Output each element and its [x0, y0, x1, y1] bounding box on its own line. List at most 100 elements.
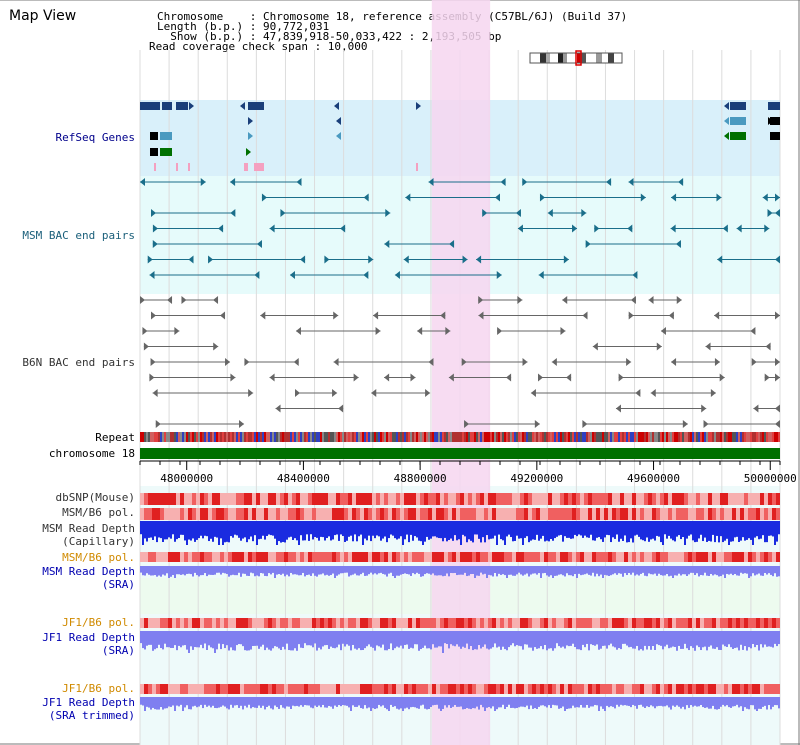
jf1-b6-pol-strip-2: [240, 684, 244, 694]
jf1-trimmed-depth-bar: [302, 697, 304, 707]
jf1-b6-pol-strip: [204, 618, 208, 628]
jf1-b6-pol-strip-2: [332, 684, 336, 694]
msm-sra-depth-bar: [476, 566, 478, 576]
msm-b6-pol-strip: [764, 508, 768, 520]
dbsnp-strip: [700, 493, 704, 505]
refseq-gene: [160, 148, 172, 156]
repeat-segment: [472, 432, 474, 442]
repeat-segment: [282, 432, 284, 442]
jf1-trimmed-depth-bar: [266, 697, 268, 707]
track-label-chromosome[interactable]: chromosome 18: [48, 447, 135, 460]
jf1-sra-depth-bar: [244, 631, 246, 651]
jf1-trimmed-depth-bar: [190, 697, 192, 710]
msm-b6-pol-strip: [380, 508, 384, 520]
msm-b6-pol-strip-2: [352, 552, 356, 562]
jf1-b6-pol-strip: [396, 618, 400, 628]
jf1-trimmed-depth-bar: [730, 697, 732, 708]
repeat-segment: [568, 432, 570, 442]
jf1-trimmed-depth-bar: [186, 697, 188, 706]
msm-sra-depth-bar: [516, 566, 518, 575]
ideogram-band: [540, 53, 546, 63]
jf1-trimmed-depth-bar: [256, 697, 258, 708]
jf1-sra-depth-bar: [662, 631, 664, 650]
repeat-segment: [486, 432, 488, 442]
track-label-repeat[interactable]: Repeat: [95, 431, 135, 444]
b6n-bac-pair-end: [371, 389, 377, 397]
jf1-sra-depth-bar: [246, 631, 248, 651]
b6n-bac-pair-end: [448, 373, 454, 382]
msm-sra-depth-bar: [690, 566, 692, 573]
track-label-dbsnp[interactable]: dbSNP(Mouse): [55, 491, 135, 504]
msm-capillary-depth-bar: [358, 521, 360, 537]
msm-sra-depth-bar: [572, 566, 574, 577]
jf1-sra-depth-bar: [642, 631, 644, 651]
refseq-gene-fragment: [254, 163, 264, 171]
jf1-sra-depth-bar: [400, 631, 402, 646]
track-label-msm-depth-capillary[interactable]: MSM Read Depth: [42, 522, 135, 535]
msm-sra-depth-bar: [302, 566, 304, 573]
msm-sra-depth-bar: [186, 566, 188, 574]
track-label-b6n-bac[interactable]: B6N BAC end pairs: [22, 356, 135, 369]
jf1-b6-pol-strip: [452, 618, 456, 628]
jf1-trimmed-depth-bar: [402, 697, 404, 711]
msm-sra-depth-bar: [428, 566, 430, 574]
msm-b6-pol-strip-2: [508, 552, 512, 562]
track-label-msm-b6-pol-2[interactable]: MSM/B6 pol.: [62, 551, 135, 564]
msm-b6-pol-strip-2: [720, 552, 724, 562]
track-label-msm-b6-pol-1[interactable]: MSM/B6 pol.: [62, 506, 135, 519]
jf1-trimmed-depth-bar: [240, 697, 242, 706]
msm-capillary-depth-bar: [420, 521, 422, 542]
track-label-jf1-b6-pol-2[interactable]: JF1/B6 pol.: [62, 682, 135, 695]
jf1-sra-depth-bar: [498, 631, 500, 647]
jf1-b6-pol-strip-2: [500, 684, 504, 694]
repeat-segment: [286, 432, 288, 442]
track-label-jf1-depth-sra[interactable]: JF1 Read Depth: [42, 631, 135, 644]
jf1-trimmed-depth-bar: [264, 697, 266, 710]
jf1-sra-depth-bar: [738, 631, 740, 651]
msm-b6-pol-strip: [688, 508, 692, 520]
track-label-jf1-depth-trimmed[interactable]: JF1 Read Depth: [42, 696, 135, 709]
msm-capillary-depth-bar: [194, 521, 196, 542]
msm-sra-depth-bar: [538, 566, 540, 574]
msm-sra-depth-bar: [364, 566, 366, 576]
jf1-sra-depth-bar: [194, 631, 196, 648]
dbsnp-strip: [516, 493, 520, 505]
jf1-b6-pol-strip: [160, 618, 164, 628]
msm-capillary-depth-bar: [618, 521, 620, 542]
msm-capillary-depth-bar: [740, 521, 742, 541]
msm-capillary-depth-bar: [408, 521, 410, 543]
dbsnp-strip: [320, 493, 324, 505]
jf1-sra-depth-bar: [366, 631, 368, 647]
jf1-sra-depth-bar: [272, 631, 274, 649]
track-label-jf1-b6-pol-1[interactable]: JF1/B6 pol.: [62, 616, 135, 629]
jf1-trimmed-depth-bar: [548, 697, 550, 706]
msm-capillary-depth-bar: [260, 521, 262, 539]
jf1-trimmed-depth-bar: [614, 697, 616, 709]
msm-sra-depth-bar: [212, 566, 214, 575]
msm-b6-pol-strip-2: [740, 552, 744, 562]
jf1-trimmed-depth-bar: [560, 697, 562, 709]
msm-capillary-depth-bar: [464, 521, 466, 537]
jf1-trimmed-depth-bar: [504, 697, 506, 709]
jf1-sra-depth-bar: [630, 631, 632, 647]
track-label-refseq[interactable]: RefSeq Genes: [55, 131, 135, 144]
msm-capillary-depth-bar: [718, 521, 720, 543]
repeat-segment: [530, 432, 532, 442]
jf1-trimmed-depth-bar: [148, 697, 150, 708]
msm-sra-depth-bar: [150, 566, 152, 576]
jf1-trimmed-depth-bar: [654, 697, 656, 709]
msm-sra-depth-bar: [458, 566, 460, 575]
track-label-msm-depth-sra[interactable]: MSM Read Depth: [42, 565, 135, 578]
track-label-msm-bac[interactable]: MSM BAC end pairs: [22, 229, 135, 242]
jf1-trimmed-depth-bar: [360, 697, 362, 709]
jf1-trimmed-depth-bar: [208, 697, 210, 706]
jf1-trimmed-depth-bar: [426, 697, 428, 710]
jf1-sra-depth-bar: [398, 631, 400, 648]
repeat-segment: [612, 432, 614, 442]
repeat-segment: [228, 432, 230, 442]
jf1-sra-depth-bar: [438, 631, 440, 647]
jf1-trimmed-depth-bar: [446, 697, 448, 708]
jf1-b6-pol-strip-2: [684, 684, 688, 694]
jf1-sra-depth-bar: [290, 631, 292, 651]
